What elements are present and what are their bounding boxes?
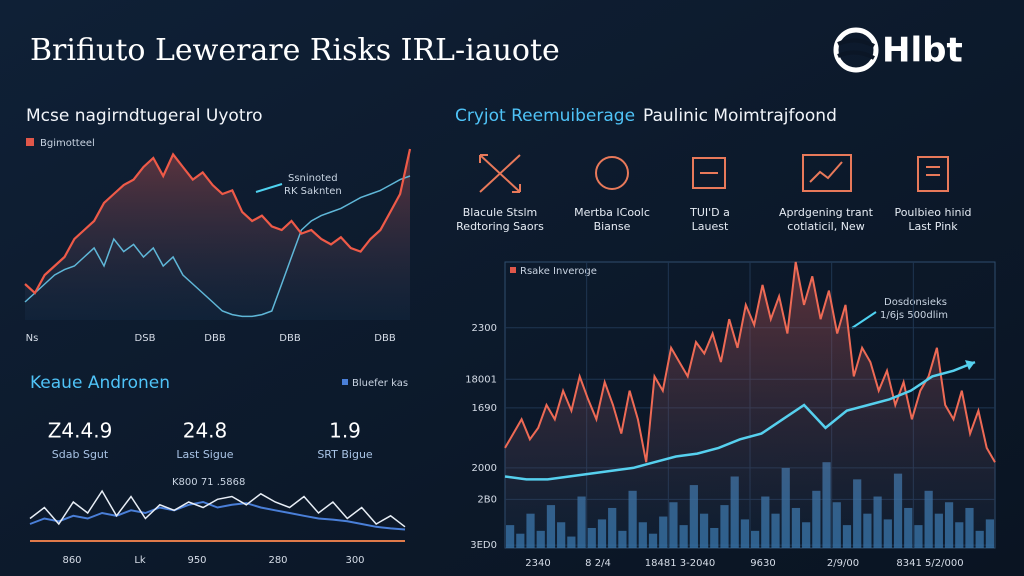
x-tick-label: 2340	[525, 558, 550, 569]
icon-label: Mertba ICoolc	[574, 206, 650, 219]
stat-value: 24.8	[183, 419, 228, 443]
icon-label: Blacule Stslm	[463, 206, 537, 219]
x-tick-label: 950	[187, 555, 206, 566]
x-tick-label: DBB	[374, 333, 396, 344]
icon-label: Last Pink	[908, 220, 958, 233]
x-tick-label: DSB	[135, 333, 156, 344]
white-line	[29, 489, 406, 528]
x-tick-label: 300	[345, 555, 364, 566]
right-title-highlight: Cryjot Reemuiberage	[455, 106, 635, 126]
left-annotation: RK Saknten	[284, 186, 342, 197]
icon-coin	[595, 156, 629, 190]
price-line	[504, 261, 996, 463]
icon-label: Lauest	[692, 220, 729, 233]
x-tick-label: Ns	[26, 333, 39, 344]
stats-title: Keaue Andronen	[30, 373, 170, 393]
stat-label: Last Sigue	[176, 448, 233, 461]
x-tick-label: 860	[62, 555, 81, 566]
y-tick-label: 2000	[472, 463, 497, 474]
x-tick-label: 9630	[750, 558, 775, 569]
annotation-arrow	[255, 183, 283, 193]
brand-name: Hlbt	[882, 31, 963, 71]
left-annotation: Ssninoted	[288, 173, 338, 184]
page-title: Brifiuto Lewerare Risks IRL-iauote	[30, 33, 560, 68]
stats-legend: Bluefer kas	[352, 378, 408, 389]
brand-logo	[833, 27, 879, 73]
price-line	[24, 148, 412, 295]
icon-label: Aprdgening trant	[779, 206, 874, 219]
icon-cross	[479, 154, 521, 193]
right-annotation: Dosdonsieks	[884, 297, 947, 308]
price-area	[25, 149, 410, 320]
y-tick-label: 3ED0	[470, 540, 497, 551]
stat-value: Z4.4.9	[48, 419, 113, 443]
x-tick-label: 2/9/00	[827, 558, 859, 569]
blue-line	[24, 175, 411, 318]
y-tick-label: 18001	[465, 374, 497, 385]
x-tick-label: 18481 3-2040	[645, 558, 715, 569]
icon-label: cotlaticil, New	[787, 220, 864, 233]
left-chart-title: Mcse nagirndtugeral Uyotro	[26, 106, 263, 126]
stat-label: SRT Bigue	[317, 448, 373, 461]
icon-label: Poulbieo hinid	[894, 206, 971, 219]
blue-line	[29, 500, 406, 531]
icon-doc	[692, 157, 726, 189]
icon-chart	[802, 154, 852, 192]
x-tick-label: DBB	[204, 333, 226, 344]
right-title: Paulinic Moimtrajfoond	[643, 106, 837, 126]
icon-label: Bianse	[594, 220, 631, 233]
legend-swatch	[26, 138, 34, 146]
x-tick-label: Lk	[134, 555, 146, 566]
price-area	[505, 262, 995, 548]
y-tick-label: 2300	[472, 323, 497, 334]
x-tick-label: 280	[268, 555, 287, 566]
stat-value: 1.9	[329, 419, 361, 443]
trend-line	[504, 360, 976, 481]
icon-badge	[917, 156, 949, 192]
right-legend: Rsake Inveroge	[520, 266, 597, 277]
legend-swatch	[342, 379, 348, 385]
annotation-arrow	[851, 311, 877, 329]
stat-label: Sdab Sgut	[52, 448, 109, 461]
x-tick-label: 8 2/4	[585, 558, 611, 569]
icon-label: TUI'D a	[689, 206, 730, 219]
trend-arrow	[965, 360, 975, 371]
x-tick-label: DBB	[279, 333, 301, 344]
right-annotation: 1/6js 500dlim	[880, 310, 948, 321]
legend-swatch	[510, 267, 516, 273]
x-tick-label: 8341 5/2/000	[896, 558, 963, 569]
icon-label: Redtoring Saors	[456, 220, 544, 233]
y-tick-label: 2B0	[477, 494, 497, 505]
brand-logo-swoosh	[837, 38, 875, 60]
left-legend: Bgimotteel	[40, 138, 95, 149]
icons	[479, 154, 949, 193]
y-tick-label: 1690	[472, 403, 497, 414]
stats-annotation: K800 71 .5868	[172, 477, 245, 488]
